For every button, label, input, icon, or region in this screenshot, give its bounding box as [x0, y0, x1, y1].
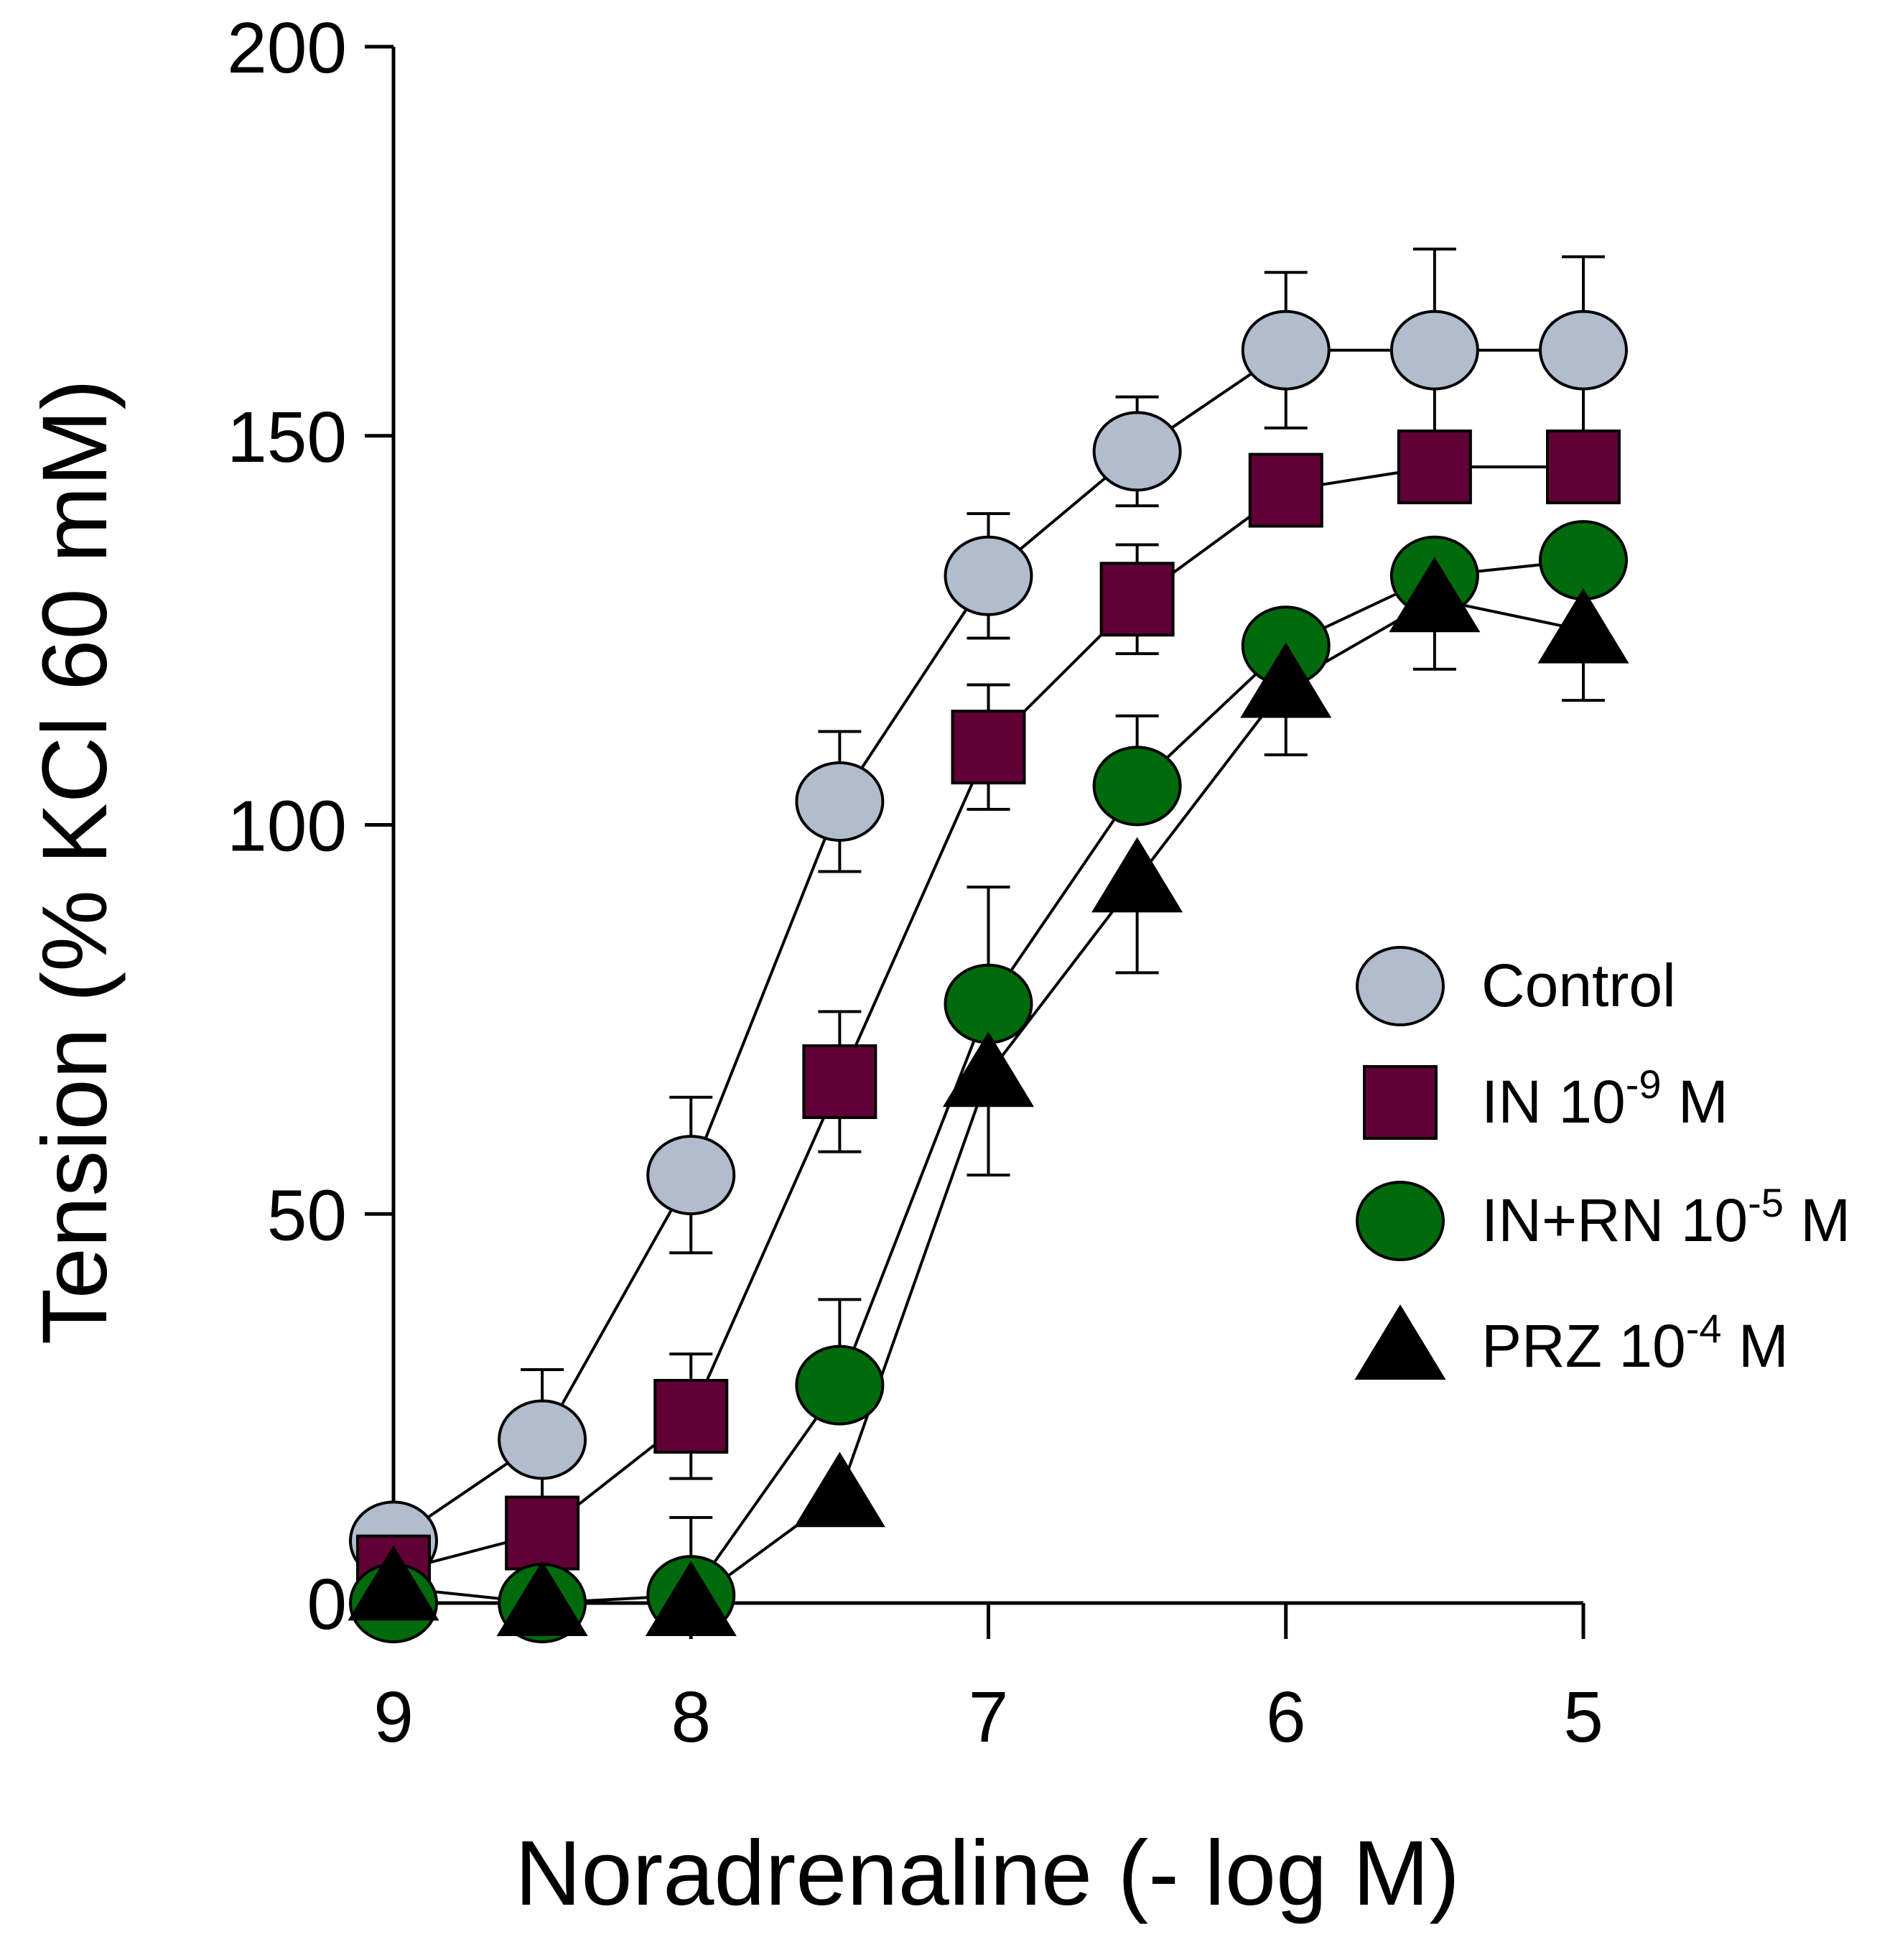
legend-marker-in-rn-10-5-m [1356, 1181, 1445, 1261]
control-point [498, 1399, 587, 1480]
control-point [646, 1135, 736, 1216]
y-tick-label: 50 [267, 1175, 347, 1255]
y-tick-label: 100 [227, 786, 347, 867]
in-rn-10-5-m-point [1092, 746, 1182, 827]
legend-item-in-10-9-m: IN 10-9 M [1363, 1062, 1728, 1140]
in-rn-10-5-m-point [1539, 520, 1628, 601]
prz-10-4-m-point [942, 1031, 1035, 1107]
legend-label-unit: M [1662, 1068, 1728, 1135]
legend-marker-prz-10-4-m [1354, 1304, 1446, 1380]
y-axis-title: Tension (% KCl 60 mM) [24, 379, 126, 1344]
x-tick-label: 7 [969, 1677, 1009, 1757]
in-10-9-m-point [1397, 429, 1472, 505]
axes: 0 50 100 150 200 9 8 7 6 5 [227, 8, 1603, 1757]
x-ticks: 9 8 7 6 5 [373, 1603, 1603, 1757]
y-tick-label: 0 [307, 1564, 347, 1645]
control-point [1539, 310, 1628, 391]
legend-label-prz-10-4-m: PRZ 10-4 M [1481, 1306, 1789, 1380]
prz-10-4-m-point [1091, 837, 1183, 913]
prz-10-4-m-point [645, 1561, 737, 1636]
x-tick-label: 6 [1266, 1677, 1306, 1757]
legend-label-exponent: -5 [1748, 1180, 1784, 1225]
in-10-9-m-point [505, 1495, 580, 1571]
in-rn-10-5-m-point [944, 963, 1033, 1044]
prz-10-4-m-point [793, 1452, 885, 1528]
prz-10-4-m-point [1537, 587, 1629, 664]
y-tick-label: 150 [227, 397, 347, 478]
control-point [1389, 310, 1479, 391]
legend-label-unit: M [1784, 1186, 1850, 1254]
legend-marker-in-10-9-m [1363, 1065, 1438, 1140]
legend-item-prz-10-4-m: PRZ 10-4 M [1354, 1304, 1789, 1380]
legend-label-base: PRZ 10 [1481, 1312, 1686, 1380]
legend-label-base: IN 10 [1481, 1068, 1626, 1135]
control-point [1241, 310, 1331, 391]
legend-label-base: Control [1481, 952, 1676, 1019]
legend-marker-control [1356, 946, 1445, 1026]
y-tick-label: 200 [227, 8, 347, 88]
in-10-9-m-point [802, 1044, 877, 1120]
y-ticks: 0 50 100 150 200 [227, 8, 393, 1645]
x-tick-label: 9 [373, 1677, 414, 1757]
control-point [1092, 411, 1182, 492]
legend-label-in-10-9-m: IN 10-9 M [1481, 1062, 1728, 1135]
x-tick-label: 5 [1563, 1677, 1603, 1757]
legend-label-exponent: -4 [1686, 1306, 1722, 1351]
prz-10-4-m-point [1240, 642, 1332, 718]
legend-label-in-rn-10-5-m: IN+RN 10-5 M [1481, 1180, 1850, 1254]
legend-label-exponent: -9 [1626, 1062, 1662, 1107]
legend-label-unit: M [1722, 1312, 1789, 1380]
x-tick-label: 8 [671, 1677, 711, 1757]
control-point [944, 535, 1033, 616]
legend-item-control: Control [1356, 946, 1676, 1026]
in-10-9-m-point [1099, 562, 1175, 637]
in-10-9-m-point [1248, 452, 1323, 528]
legend-label-control: Control [1481, 952, 1676, 1019]
in-10-9-m-point [951, 710, 1026, 785]
in-rn-10-5-m-point [795, 1344, 885, 1426]
prz-10-4-m-point [348, 1545, 439, 1621]
error-bars [521, 247, 1605, 1596]
prz-10-4-m-point [1389, 557, 1481, 633]
x-axis-title: Noradrenaline (- log M) [515, 1822, 1460, 1925]
legend-item-in-rn-10-5-m: IN+RN 10-5 M [1356, 1180, 1850, 1261]
markers [348, 310, 1629, 1643]
prz-10-4-m-point [496, 1561, 588, 1636]
legend-label-base: IN+RN 10 [1481, 1186, 1748, 1254]
in-10-9-m-point [653, 1378, 729, 1454]
in-10-9-m-point [1546, 429, 1621, 505]
control-point [795, 761, 885, 842]
